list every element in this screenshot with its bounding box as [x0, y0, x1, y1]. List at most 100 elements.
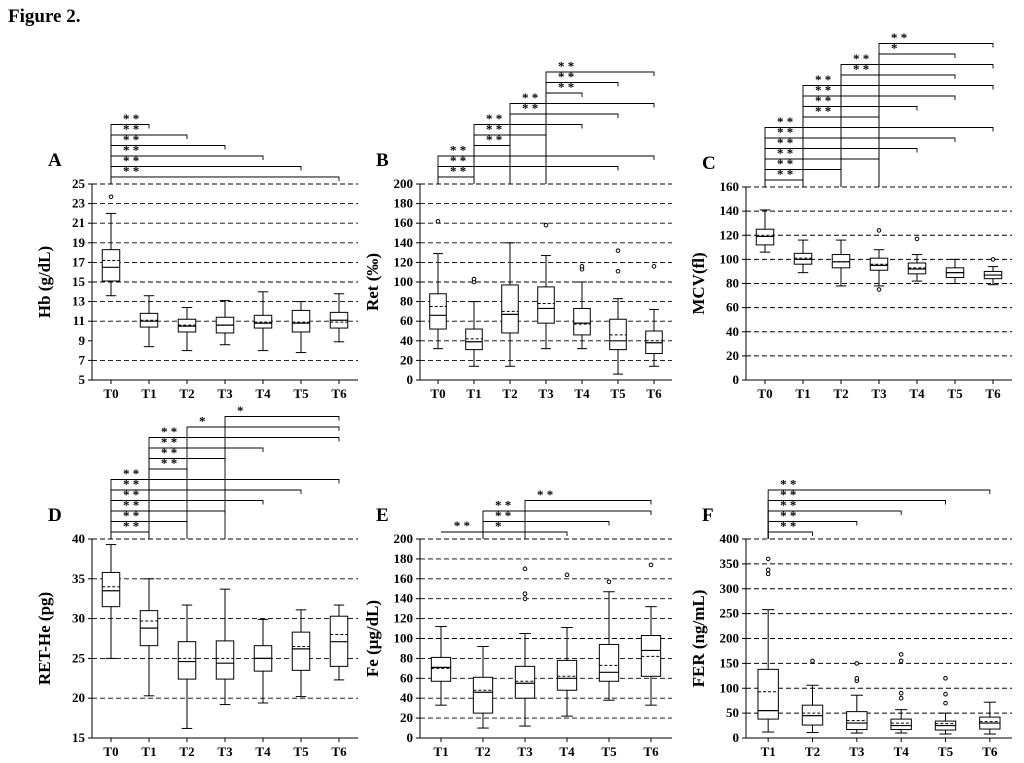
- box-t4: [573, 264, 591, 350]
- bracket-line: [224, 416, 340, 539]
- x-tick-label: T1: [433, 744, 448, 759]
- significance-label: *: [891, 41, 898, 56]
- significance-bracket: * *: [482, 498, 652, 539]
- panel-c-mcv-boxplot: 0 20 40 60 80 100 120 140 160 T0 T1 T2 T3 T4 T5 T6 MCV(f…: [689, 30, 1012, 401]
- y-tick-label: 60: [400, 313, 413, 328]
- bracket-line: [802, 85, 994, 187]
- iqr-box: [757, 668, 779, 720]
- outlier-point: [615, 248, 621, 253]
- outlier-point: [615, 268, 621, 274]
- significance-label: * *: [123, 143, 139, 158]
- significance-bracket: * *: [441, 518, 484, 538]
- significance-bracket: * *: [482, 508, 610, 539]
- box-t3: [869, 228, 889, 292]
- bracket-line: [482, 510, 652, 539]
- x-tick-label: T6: [982, 744, 998, 759]
- significance-bracket: * *: [148, 456, 188, 539]
- x-tick-label: T3: [871, 386, 887, 401]
- bracket-line: [545, 92, 583, 184]
- outlier-point: [564, 572, 570, 578]
- iqr-box: [890, 718, 912, 731]
- y-tick-label: 9: [79, 333, 86, 348]
- bracket-line: [473, 145, 511, 184]
- box-t2: [501, 242, 519, 367]
- x-tick-label: T0: [757, 386, 772, 401]
- x-tick-label: T2: [179, 386, 194, 401]
- significance-bracket: * *: [802, 93, 918, 187]
- outlier-point: [522, 566, 528, 572]
- iqr-box: [291, 631, 311, 671]
- iqr-box: [429, 293, 447, 330]
- y-tick-label: 15: [72, 730, 86, 745]
- significance-label: * *: [123, 111, 139, 126]
- bracket-line: [840, 74, 956, 187]
- box-t4: [253, 291, 273, 352]
- significance-label: * *: [123, 132, 139, 147]
- significance-bracket: * *: [764, 125, 956, 187]
- outlier-point: [522, 591, 528, 597]
- box-t3: [537, 222, 555, 350]
- y-tick-label: 20: [400, 710, 413, 725]
- iqr-box: [101, 249, 121, 282]
- iqr-box: [556, 659, 578, 691]
- outlier-point: [108, 194, 114, 200]
- box-t4: [556, 572, 578, 717]
- box-t0: [755, 209, 775, 253]
- box-t4: [890, 652, 912, 734]
- significance-bracket: * *: [840, 51, 994, 187]
- outlier-point: [943, 691, 948, 697]
- y-tick-label: 140: [394, 591, 414, 606]
- box-t2: [472, 645, 494, 729]
- outlier-point: [898, 690, 904, 696]
- significance-bracket: *: [224, 403, 340, 539]
- significance-label: * *: [853, 62, 869, 77]
- panel-d-ret-he-boxplot: 15 20 25 30 35 40 T0 T1 T2 T3 T4 T5 T6 RET-He (pg) D * …: [35, 403, 358, 759]
- x-tick-label: T2: [833, 386, 848, 401]
- bracket-line: [473, 124, 583, 184]
- y-tick-label: 35: [72, 571, 86, 586]
- y-tick-label: 180: [394, 196, 414, 211]
- bracket-line: [767, 489, 991, 539]
- y-tick-label: 100: [394, 631, 414, 646]
- x-tick-label: T1: [141, 744, 156, 759]
- y-tick-label: 0: [407, 730, 414, 745]
- x-tick-label: T1: [466, 386, 481, 401]
- panel-b-ret-boxplot: 0 20 40 60 80 100 120 140 160 180 200 T0 T1 T2 T3 T4 T5 T…: [363, 59, 672, 401]
- box-t6: [979, 701, 1001, 735]
- plot-group: 15 20 25 30 35 40 T0 T1 T2 T3 T4 T5 T6 RET-He (pg) D * …: [35, 403, 358, 759]
- box-t6: [640, 562, 662, 706]
- x-tick-label: T6: [331, 386, 347, 401]
- box-t6: [645, 264, 663, 367]
- bracket-line: [148, 437, 340, 539]
- x-tick-label: T4: [574, 386, 590, 401]
- y-tick-label: 140: [720, 203, 740, 218]
- y-tick-label: 140: [394, 235, 414, 250]
- box-t4: [907, 236, 927, 282]
- significance-bracket: * *: [802, 72, 994, 187]
- panel-letter: A: [48, 150, 62, 171]
- iqr-box: [609, 318, 627, 351]
- bracket-line: [110, 124, 150, 184]
- x-tick-label: T5: [947, 386, 963, 401]
- significance-label: * *: [495, 508, 511, 523]
- significance-bracket: * *: [110, 477, 302, 539]
- outlier-point: [876, 228, 882, 233]
- significance-label: * *: [777, 125, 793, 140]
- plot-group: 0 20 40 60 80 100 120 140 160 180 200 T0 T1 T2 T3 T4 T5 T…: [363, 59, 672, 401]
- significance-label: *: [495, 519, 502, 534]
- x-tick-label: T4: [894, 744, 910, 759]
- bracket-line: [110, 166, 302, 184]
- x-tick-label: T4: [255, 744, 271, 759]
- outlier-point: [471, 276, 477, 282]
- y-tick-label: 80: [726, 276, 739, 291]
- y-tick-label: 120: [394, 254, 414, 269]
- y-tick-label: 80: [400, 294, 413, 309]
- box-t2: [801, 658, 824, 734]
- iqr-box: [514, 665, 536, 699]
- significance-label: * *: [486, 122, 502, 137]
- significance-label: * *: [486, 111, 502, 126]
- significance-bracket: * *: [509, 90, 655, 184]
- plot-group: 0 20 40 60 80 100 120 140 160 T0 T1 T2 T3 T4 T5 T6 MCV(f…: [689, 30, 1012, 401]
- significance-label: * *: [815, 83, 831, 98]
- iqr-box: [573, 307, 591, 336]
